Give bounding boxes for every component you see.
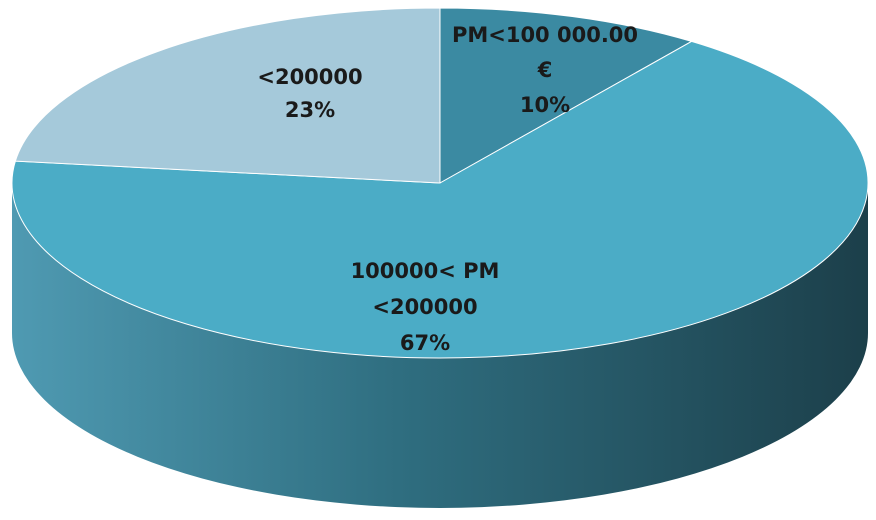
slice-label-3-line-2: 23%: [285, 98, 335, 122]
slice-label-1-line-1: PM<100 000.00: [452, 23, 638, 47]
pie-slice-3: [14, 7, 441, 184]
slice-label-1-line-2: €: [537, 58, 553, 82]
slice-label-2-line-1: 100000< PM: [351, 259, 500, 283]
slice-label-2-line-2: <200000: [372, 295, 477, 319]
pie-slice-2: [11, 40, 869, 359]
slice-label-3-line-1: <200000: [257, 65, 362, 89]
pie-side-wall: [12, 183, 868, 508]
slice-label-1-line-3: 10%: [520, 93, 570, 117]
pie-slice-1: [439, 7, 693, 184]
slice-label-2-line-3: 67%: [400, 331, 450, 355]
